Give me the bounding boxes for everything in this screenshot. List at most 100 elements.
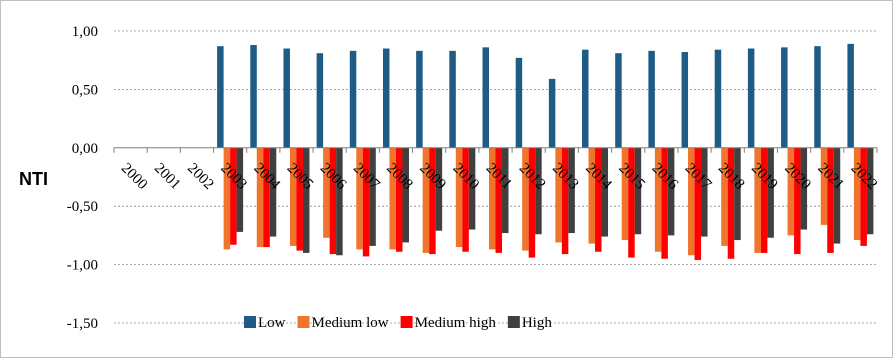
- bar-low: [349, 50, 357, 148]
- bar-low: [217, 46, 224, 148]
- bar-high: [502, 147, 509, 234]
- bar-medium-high: [329, 147, 337, 255]
- bar-medium-low: [754, 147, 761, 253]
- bar-high: [236, 147, 244, 232]
- bar-low: [250, 45, 257, 148]
- bar-medium-low: [820, 147, 828, 225]
- legend-swatch: [507, 316, 520, 328]
- bar-medium-low: [289, 147, 297, 246]
- legend-swatch: [400, 316, 413, 328]
- y-tick-label: -1,00: [67, 258, 98, 274]
- bar-high: [800, 147, 808, 230]
- bar-high: [667, 147, 675, 236]
- bar-medium-low: [654, 147, 662, 252]
- bar-low: [781, 47, 788, 148]
- bar-high: [269, 147, 277, 237]
- x-tick-label: 2011: [483, 160, 515, 192]
- bar-medium-low: [256, 147, 264, 248]
- bar-medium-high: [661, 147, 668, 259]
- bar-high: [701, 147, 708, 237]
- bar-medium-high: [727, 147, 735, 259]
- bar-medium-high: [595, 147, 602, 252]
- bar-high: [568, 147, 575, 234]
- bar-low: [283, 48, 290, 148]
- bar-medium-low: [389, 147, 396, 250]
- bar-high: [336, 147, 343, 256]
- bar-low: [548, 78, 556, 148]
- bar-low: [582, 49, 589, 148]
- y-tick-label: 0,50: [72, 82, 98, 98]
- y-axis-ticks: 1,00 0,50 0,00 -0,50 -1,00 -1,50: [67, 24, 98, 332]
- legend-label: Medium low: [312, 315, 389, 331]
- bar-low: [681, 52, 689, 148]
- bar-medium-high: [230, 147, 237, 245]
- bar-low: [648, 50, 655, 148]
- bar-low: [416, 50, 423, 148]
- bar-high: [468, 147, 476, 230]
- bar-medium-low: [223, 147, 231, 250]
- x-tick-label: 2002: [184, 160, 217, 193]
- bar-low: [482, 47, 489, 148]
- bar-medium-low: [489, 147, 496, 250]
- bar-low: [747, 48, 755, 148]
- bar-medium-high: [296, 147, 303, 251]
- bar-medium-high: [495, 147, 502, 253]
- bar-high: [369, 147, 376, 246]
- bars: [217, 43, 874, 260]
- bar-medium-high: [827, 147, 834, 253]
- y-tick-label: 1,00: [72, 24, 98, 40]
- bar-low: [814, 46, 821, 148]
- y-axis-label: NTI: [19, 169, 48, 189]
- bar-medium-high: [794, 147, 801, 255]
- bar-medium-high: [395, 147, 403, 252]
- bar-medium-low: [621, 147, 629, 241]
- bar-medium-high: [263, 147, 270, 248]
- bar-low: [714, 49, 722, 148]
- bar-medium-high: [462, 147, 469, 252]
- bar-medium-low: [422, 147, 430, 253]
- legend-label: Low: [258, 315, 286, 331]
- bar-medium-low: [356, 147, 363, 250]
- bar-medium-low: [323, 147, 330, 238]
- bar-low: [847, 43, 854, 148]
- bar-medium-low: [853, 147, 861, 241]
- bar-high: [601, 147, 609, 237]
- bar-medium-high: [628, 147, 635, 258]
- bar-medium-low: [787, 147, 795, 236]
- y-tick-label: 0,00: [72, 141, 98, 157]
- bar-medium-low: [688, 147, 695, 256]
- bar-low: [515, 57, 523, 148]
- x-tick-label: 2001: [151, 160, 184, 193]
- bar-medium-low: [522, 147, 529, 251]
- bar-high: [767, 147, 774, 238]
- legend-swatch: [244, 316, 256, 328]
- bar-medium-high: [694, 147, 702, 260]
- x-axis: [113, 147, 878, 153]
- legend-label: Medium high: [415, 315, 497, 331]
- bar-low: [449, 50, 456, 148]
- bar-medium-high: [760, 147, 768, 253]
- bar-medium-high: [362, 147, 370, 257]
- bar-high: [634, 147, 642, 235]
- bar-low: [615, 53, 622, 148]
- bar-medium-high: [860, 147, 867, 246]
- x-tick-label: 2000: [118, 160, 151, 193]
- bar-high: [402, 147, 409, 243]
- bar-medium-high: [528, 147, 536, 258]
- y-tick-label: -0,50: [67, 199, 98, 215]
- bar-medium-low: [555, 147, 562, 243]
- legend: Low Medium low Medium high High: [244, 315, 552, 331]
- bar-medium-low: [455, 147, 463, 248]
- bar-high: [302, 147, 310, 253]
- bar-high: [435, 147, 443, 231]
- bar-high: [833, 147, 841, 244]
- legend-swatch: [297, 316, 310, 328]
- bar-low: [316, 53, 324, 148]
- y-tick-label: -1,50: [67, 316, 98, 332]
- bar-medium-low: [588, 147, 596, 244]
- bar-medium-high: [429, 147, 436, 255]
- bar-high: [535, 147, 542, 235]
- bar-low: [382, 48, 390, 148]
- legend-label: High: [522, 315, 553, 331]
